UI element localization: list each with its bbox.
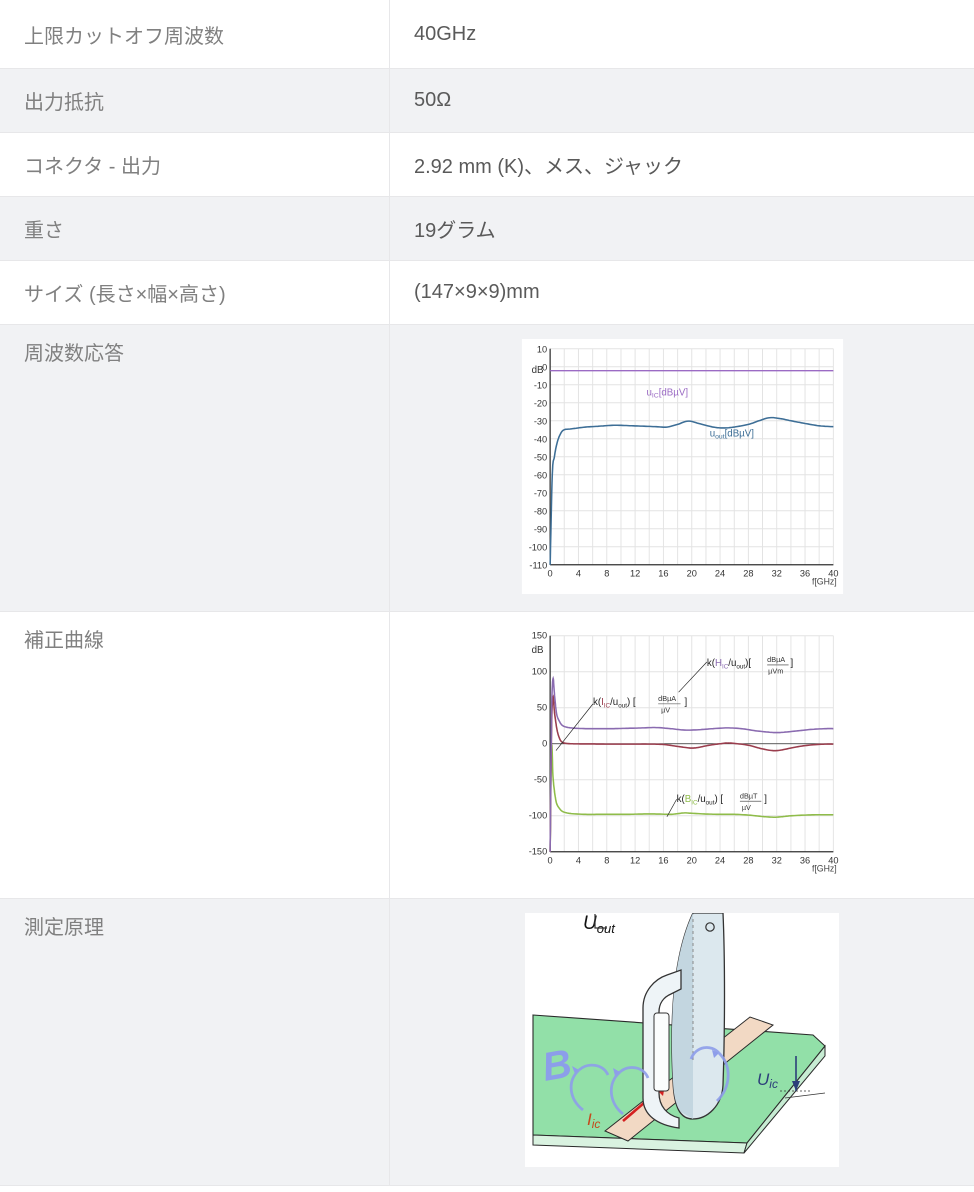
svg-text:-80: -80 bbox=[533, 507, 546, 517]
svg-text:32: 32 bbox=[771, 855, 781, 865]
svg-text:]: ] bbox=[790, 658, 793, 669]
svg-text:24: 24 bbox=[714, 855, 724, 865]
svg-text:k(HIC/uout)[: k(HIC/uout)[ bbox=[706, 658, 751, 670]
svg-text:8: 8 bbox=[604, 855, 609, 865]
svg-text:-100: -100 bbox=[528, 543, 546, 553]
svg-text:µVm: µVm bbox=[768, 667, 783, 676]
svg-text:dBµA: dBµA bbox=[658, 694, 676, 703]
svg-text:8: 8 bbox=[604, 568, 609, 578]
svg-text:100: 100 bbox=[531, 667, 546, 677]
svg-text:dB: dB bbox=[531, 645, 543, 656]
svg-text:-50: -50 bbox=[533, 775, 546, 785]
svg-text:16: 16 bbox=[658, 855, 668, 865]
svg-text:0: 0 bbox=[547, 568, 552, 578]
svg-text:-110: -110 bbox=[529, 561, 547, 571]
svg-text:-100: -100 bbox=[528, 811, 546, 821]
svg-text:-40: -40 bbox=[533, 435, 546, 445]
svg-text:28: 28 bbox=[743, 568, 753, 578]
svg-text:36: 36 bbox=[799, 855, 809, 865]
svg-text:20: 20 bbox=[686, 855, 696, 865]
svg-text:0: 0 bbox=[547, 855, 552, 865]
svg-text:12: 12 bbox=[629, 855, 639, 865]
svg-text:dB: dB bbox=[531, 365, 543, 376]
svg-text:]: ] bbox=[764, 794, 767, 805]
svg-text:4: 4 bbox=[575, 855, 580, 865]
svg-text:k(BIC/uout) [: k(BIC/uout) [ bbox=[676, 794, 723, 806]
svg-text:µV: µV bbox=[741, 803, 750, 812]
svg-text:16: 16 bbox=[658, 568, 668, 578]
svg-text:-60: -60 bbox=[533, 471, 546, 481]
svg-text:50: 50 bbox=[536, 703, 546, 713]
svg-text:12: 12 bbox=[629, 568, 639, 578]
svg-text:-20: -20 bbox=[533, 399, 546, 409]
svg-text:-50: -50 bbox=[533, 453, 546, 463]
svg-text:20: 20 bbox=[686, 568, 696, 578]
svg-text:28: 28 bbox=[743, 855, 753, 865]
svg-text:µV: µV bbox=[661, 706, 670, 715]
svg-text:dBµT: dBµT bbox=[739, 791, 757, 800]
svg-text:k(IIC/uout) [: k(IIC/uout) [ bbox=[592, 697, 635, 709]
svg-text:150: 150 bbox=[531, 631, 546, 641]
svg-text:36: 36 bbox=[799, 568, 809, 578]
svg-text:32: 32 bbox=[771, 568, 781, 578]
svg-text:f[GHz]: f[GHz] bbox=[811, 576, 836, 586]
svg-text:-30: -30 bbox=[533, 417, 546, 427]
svg-text:10: 10 bbox=[536, 345, 546, 355]
svg-text:-90: -90 bbox=[533, 525, 546, 535]
svg-text:dBµA: dBµA bbox=[767, 655, 785, 664]
svg-text:-150: -150 bbox=[528, 847, 546, 857]
svg-text:24: 24 bbox=[714, 568, 724, 578]
svg-text:-10: -10 bbox=[533, 381, 546, 391]
svg-text:4: 4 bbox=[575, 568, 580, 578]
svg-text:0: 0 bbox=[542, 739, 547, 749]
svg-text:-70: -70 bbox=[533, 489, 546, 499]
svg-text:f[GHz]: f[GHz] bbox=[811, 863, 836, 873]
svg-text:]: ] bbox=[684, 697, 687, 708]
